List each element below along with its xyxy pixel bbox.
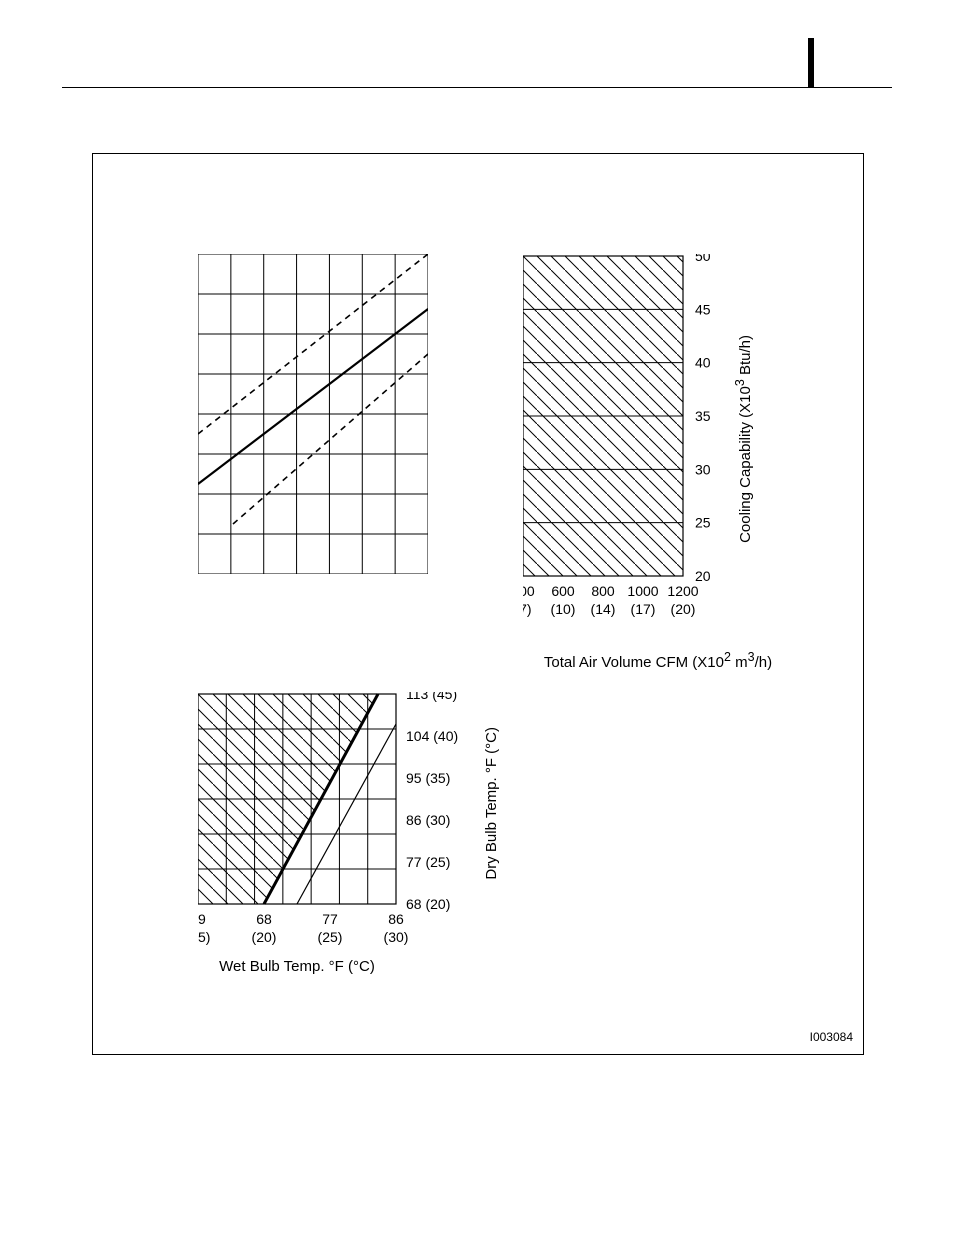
page: 20 25 30 35 40 45 50 400 (7) 600 (10) 800 (14) 1000 (… — [0, 0, 954, 1235]
tick-label: 59 — [198, 911, 206, 927]
axis-label-y-bottom: Dry Bulb Temp. °F (°C) — [483, 698, 500, 908]
tick-sublabel: (7) — [523, 601, 532, 617]
tick-label: 1200 — [667, 583, 698, 599]
figure-frame: 20 25 30 35 40 45 50 400 (7) 600 (10) 800 (14) 1000 (… — [92, 153, 864, 1055]
tick-sublabel: (20) — [671, 601, 696, 617]
tick-label: 104 (40) — [406, 728, 458, 744]
tick-label: 45 — [695, 301, 711, 317]
chart-top-left — [198, 254, 428, 574]
axis-label-x-bottom: Wet Bulb Temp. °F (°C) — [198, 958, 396, 975]
tick-label: 400 — [523, 583, 535, 599]
figure-id: I003084 — [810, 1030, 853, 1044]
chart-top-right: 20 25 30 35 40 45 50 400 (7) 600 (10) 800 (14) 1000 (… — [523, 254, 873, 674]
tick-label: 77 (25) — [406, 854, 450, 870]
tick-label: 68 (20) — [406, 896, 450, 912]
axis-label-x-right: Total Air Volume CFM (X102 m3/h) — [498, 650, 818, 671]
tick-sublabel: (10) — [551, 601, 576, 617]
tick-sublabel: (17) — [631, 601, 656, 617]
tick-label: 68 — [256, 911, 272, 927]
tick-label: 95 (35) — [406, 770, 450, 786]
axis-label-y-right: Cooling Capability (X103 Btu/h) — [733, 309, 754, 569]
tick-label: 25 — [695, 515, 711, 531]
tick-label: 30 — [695, 461, 711, 477]
tick-label: 600 — [551, 583, 575, 599]
tick-label: 86 (30) — [406, 812, 450, 828]
tick-label: 77 — [322, 911, 338, 927]
tick-label: 35 — [695, 408, 711, 424]
tick-sublabel: (14) — [591, 601, 616, 617]
tick-sublabel: (20) — [252, 929, 277, 945]
tick-label: 86 — [388, 911, 404, 927]
tick-label: 113 (45) — [406, 692, 457, 702]
tick-sublabel: (25) — [318, 929, 343, 945]
tick-label: 40 — [695, 355, 711, 371]
tick-label: 800 — [591, 583, 615, 599]
tick-sublabel: (15) — [198, 929, 210, 945]
tick-label: 50 — [695, 254, 711, 264]
tick-label: 20 — [695, 568, 711, 584]
chart-bottom: 68 (20) 77 (25) 86 (30) 95 (35) 104 (40) 113 … — [198, 692, 628, 1002]
header-rule — [62, 87, 892, 88]
tick-sublabel: (30) — [384, 929, 409, 945]
header-notch — [808, 38, 814, 87]
tick-label: 1000 — [627, 583, 658, 599]
